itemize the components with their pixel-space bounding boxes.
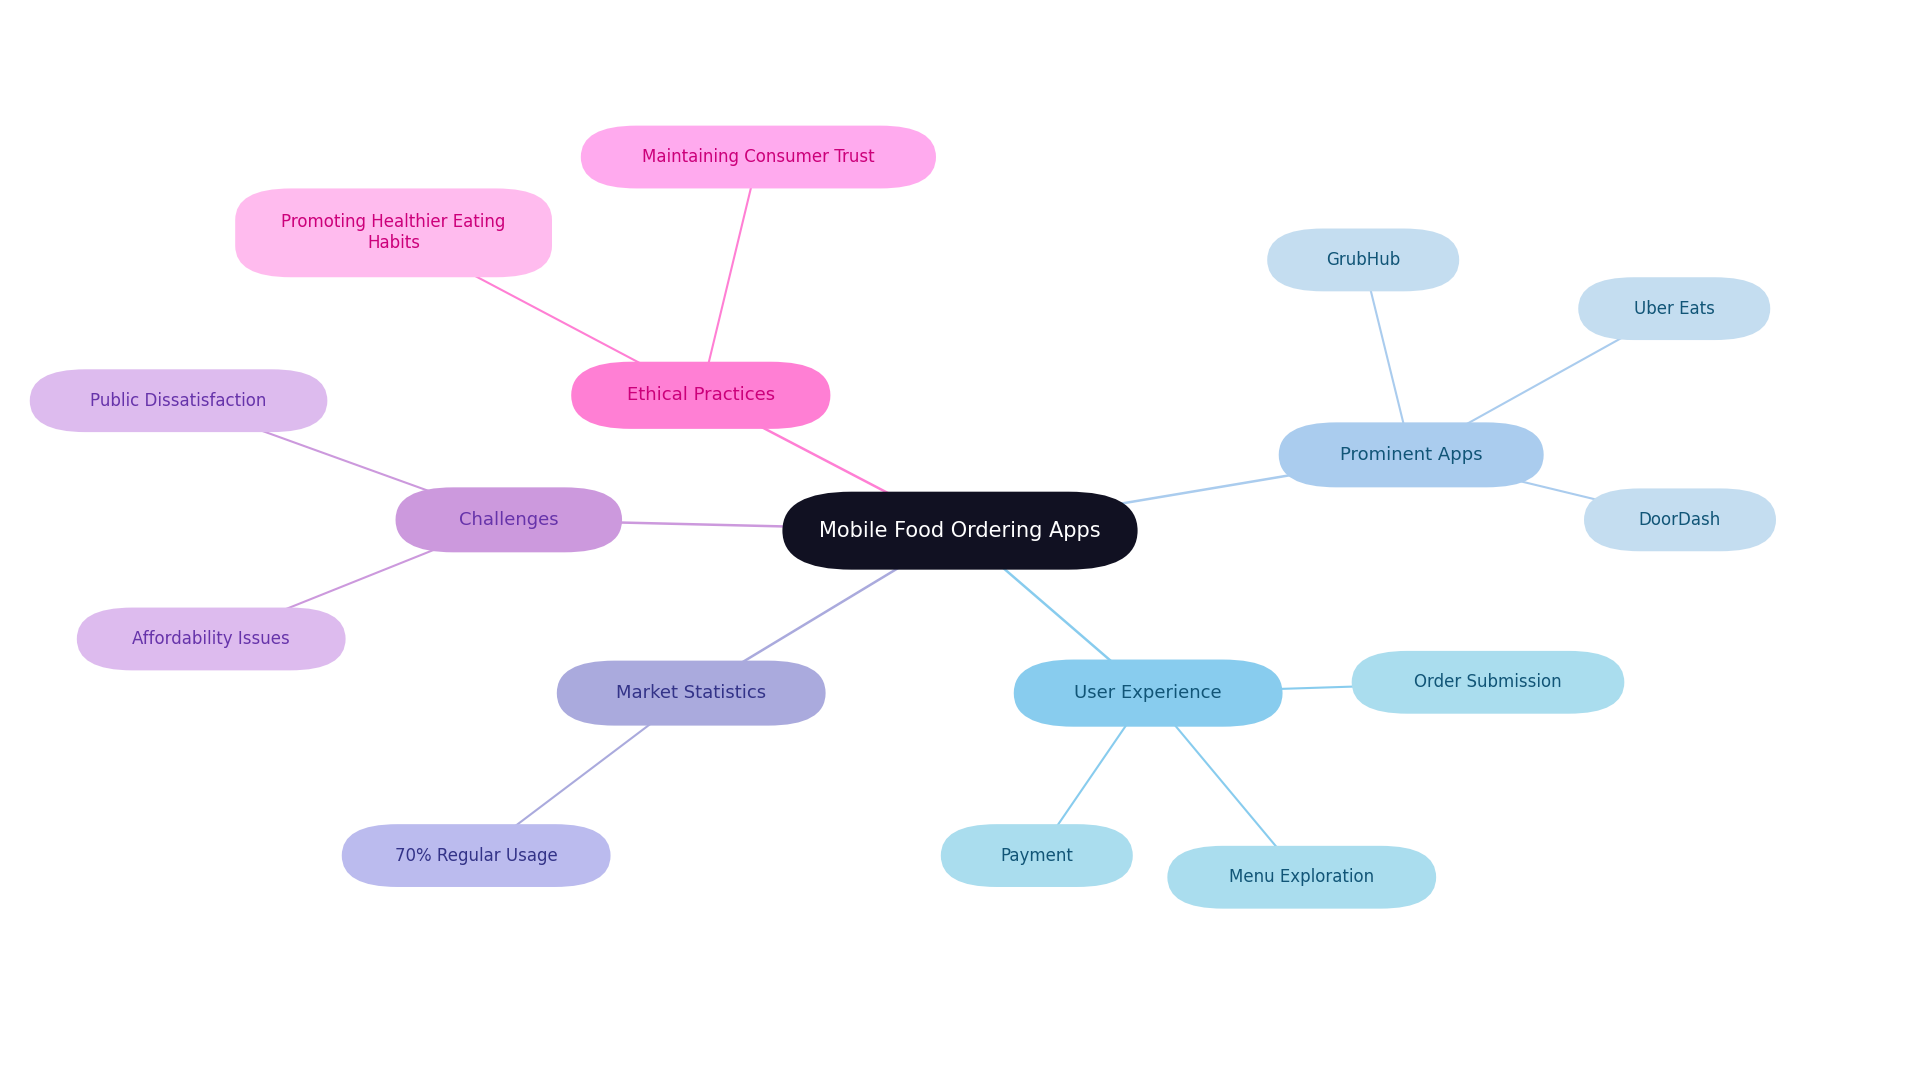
Text: Prominent Apps: Prominent Apps xyxy=(1340,446,1482,464)
FancyBboxPatch shape xyxy=(572,362,829,429)
FancyBboxPatch shape xyxy=(1279,422,1544,487)
FancyBboxPatch shape xyxy=(941,824,1133,887)
Text: Promoting Healthier Eating
Habits: Promoting Healthier Eating Habits xyxy=(282,213,505,252)
FancyBboxPatch shape xyxy=(1167,846,1436,909)
FancyBboxPatch shape xyxy=(1578,277,1770,340)
FancyBboxPatch shape xyxy=(396,487,622,552)
FancyBboxPatch shape xyxy=(557,661,826,726)
FancyBboxPatch shape xyxy=(1014,660,1283,727)
FancyBboxPatch shape xyxy=(1584,488,1776,551)
FancyBboxPatch shape xyxy=(234,188,553,277)
Text: Ethical Practices: Ethical Practices xyxy=(626,387,776,404)
Text: 70% Regular Usage: 70% Regular Usage xyxy=(396,847,557,864)
Text: Payment: Payment xyxy=(1000,847,1073,864)
FancyBboxPatch shape xyxy=(1267,229,1459,291)
FancyBboxPatch shape xyxy=(580,126,937,188)
FancyBboxPatch shape xyxy=(1352,651,1624,714)
FancyBboxPatch shape xyxy=(77,608,346,670)
Text: Challenges: Challenges xyxy=(459,511,559,529)
FancyBboxPatch shape xyxy=(342,824,611,887)
Text: User Experience: User Experience xyxy=(1075,684,1221,702)
Text: Order Submission: Order Submission xyxy=(1415,674,1561,691)
FancyBboxPatch shape xyxy=(783,492,1137,570)
Text: Public Dissatisfaction: Public Dissatisfaction xyxy=(90,392,267,409)
Text: Market Statistics: Market Statistics xyxy=(616,684,766,702)
Text: Menu Exploration: Menu Exploration xyxy=(1229,869,1375,886)
Text: Maintaining Consumer Trust: Maintaining Consumer Trust xyxy=(641,148,876,166)
Text: Mobile Food Ordering Apps: Mobile Food Ordering Apps xyxy=(820,521,1100,540)
Text: Uber Eats: Uber Eats xyxy=(1634,300,1715,317)
Text: DoorDash: DoorDash xyxy=(1640,511,1720,529)
FancyBboxPatch shape xyxy=(29,369,326,432)
Text: GrubHub: GrubHub xyxy=(1327,251,1400,269)
Text: Affordability Issues: Affordability Issues xyxy=(132,630,290,648)
